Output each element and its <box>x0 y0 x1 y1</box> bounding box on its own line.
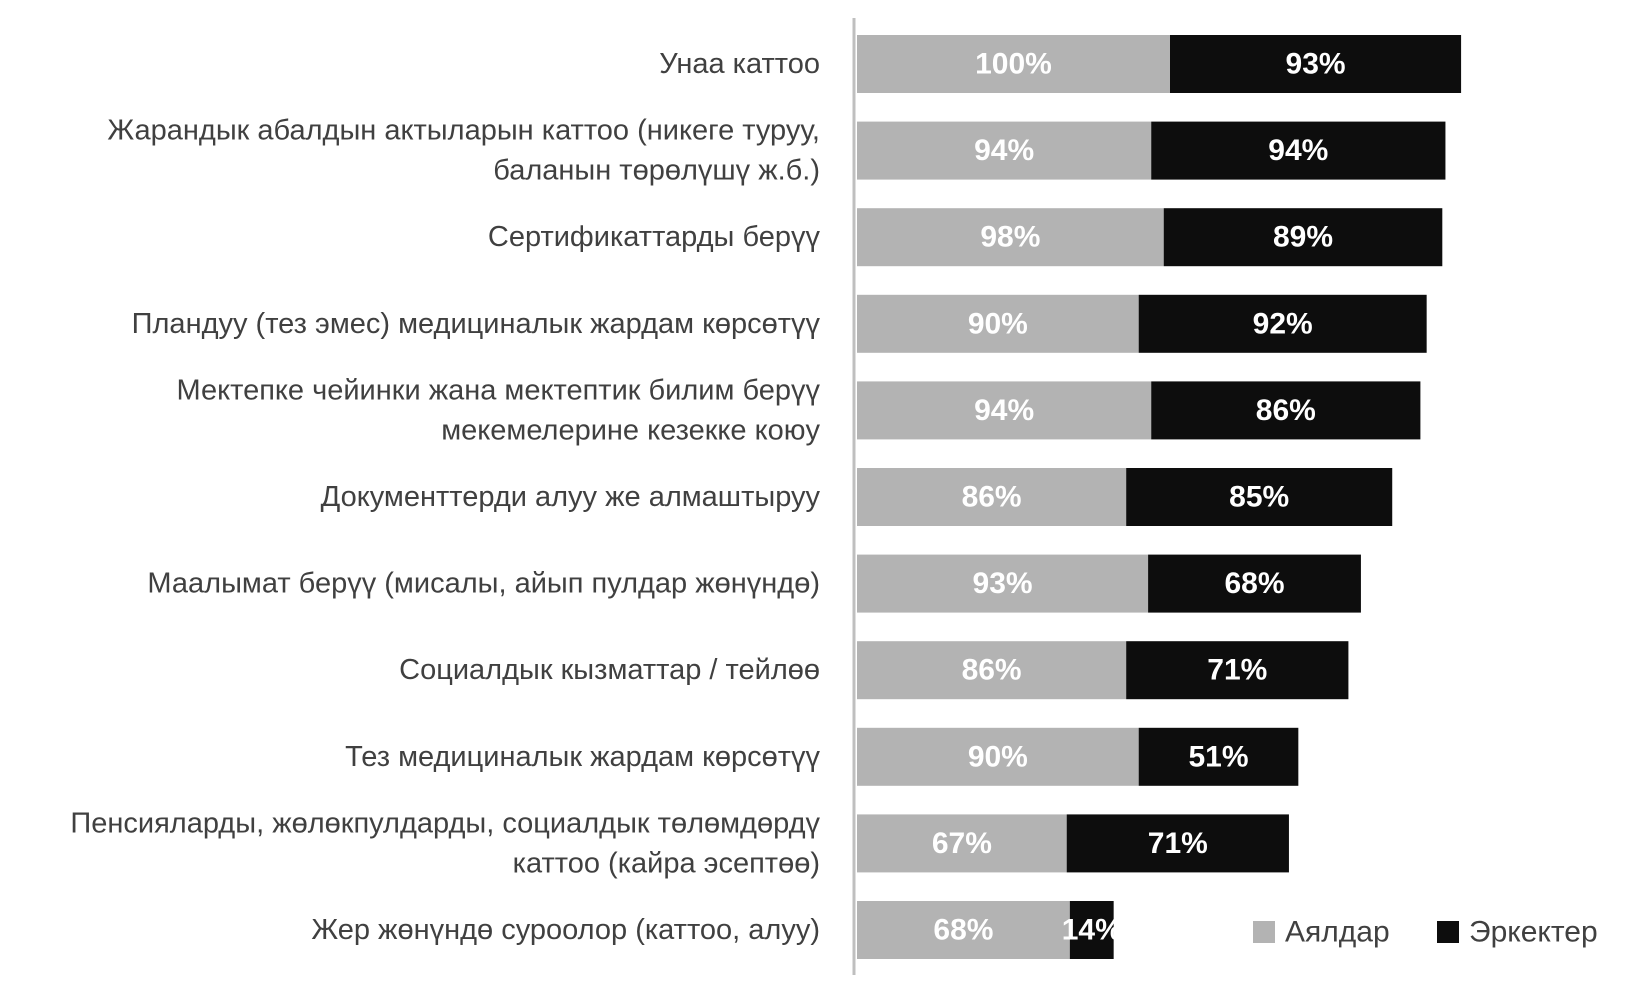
bar-men-8 <box>1138 727 1299 786</box>
bar-men-5 <box>1126 468 1393 526</box>
bar-women-10 <box>857 901 1070 959</box>
data-label-men-3: 92% <box>1253 307 1313 340</box>
category-label-8: Тез медициналык жардам көрсөтүү <box>345 741 820 773</box>
category-label-9-line-0: Пенсияларды, жөлөкпулдарды, социалдык тө… <box>70 807 820 839</box>
bar-women-4 <box>857 381 1152 440</box>
category-label-5: Документтерди алуу же алмаштыруу <box>321 481 821 513</box>
bar-men-1 <box>1151 121 1446 180</box>
data-label-women-6: 93% <box>973 567 1033 600</box>
bar-men-9 <box>1066 814 1289 873</box>
bar-women-2 <box>857 208 1164 267</box>
data-label-women-3: 90% <box>968 307 1028 340</box>
data-label-women-5: 86% <box>962 481 1022 514</box>
category-labels: Унаа каттоо Жарандык абалдын актыларын ка… <box>70 48 820 946</box>
bar-men-6 <box>1148 554 1361 613</box>
legend-label-women: Аялдар <box>1285 916 1390 949</box>
data-label-men-4: 86% <box>1256 394 1316 427</box>
legend-swatch-men <box>1437 921 1459 943</box>
legend: Аялдар Эркектер <box>1253 916 1598 949</box>
data-label-men-5: 85% <box>1229 481 1289 514</box>
bar-women-5 <box>857 468 1127 526</box>
category-label-2: Сертификаттарды берүү <box>488 221 821 253</box>
bars-layer: 100% 93% 94% 94% 98% 89% 90% 92% 94% 86% 86% 85% 93%… <box>857 35 1462 959</box>
category-label-7: Социалдык кызматтар / тейлөө <box>399 654 820 686</box>
data-label-women-9: 67% <box>932 827 992 860</box>
bar-women-3 <box>857 294 1139 353</box>
bar-men-7 <box>1126 641 1349 700</box>
category-label-3: Пландуу (тез эмес) медициналык жардам кө… <box>132 308 821 340</box>
legend-swatch-women <box>1253 921 1275 943</box>
bar-women-0 <box>857 35 1170 93</box>
category-label-4-line-0: Мектепке чейинки жана мектептик билим бе… <box>177 374 821 406</box>
data-label-women-10: 68% <box>933 914 993 947</box>
data-label-women-7: 86% <box>962 654 1022 687</box>
data-label-men-0: 93% <box>1286 48 1346 81</box>
data-label-men-8: 51% <box>1188 740 1248 773</box>
bar-women-7 <box>857 641 1127 700</box>
bar-women-8 <box>857 727 1139 786</box>
bar-women-1 <box>857 121 1152 180</box>
data-label-women-8: 90% <box>968 740 1028 773</box>
bar-women-9 <box>857 814 1067 873</box>
data-label-men-7: 71% <box>1207 654 1267 687</box>
bar-women-6 <box>857 554 1149 613</box>
data-label-women-2: 98% <box>980 221 1040 254</box>
category-label-6: Маалымат берүү (мисалы, айып пулдар жөнү… <box>147 568 820 600</box>
bar-men-3 <box>1138 294 1427 353</box>
data-label-women-0: 100% <box>975 48 1052 81</box>
category-label-0: Унаа каттоо <box>659 48 820 80</box>
data-label-men-9: 71% <box>1148 827 1208 860</box>
bar-men-2 <box>1163 208 1443 267</box>
legend-label-men: Эркектер <box>1469 916 1598 949</box>
data-label-men-1: 94% <box>1268 134 1328 167</box>
category-label-10: Жер жөнүндө суроолор (каттоо, алуу) <box>311 914 820 946</box>
category-label-4-line-1: мекемелерине кезекке коюу <box>441 414 820 446</box>
data-label-women-1: 94% <box>974 134 1034 167</box>
category-label-9-line-1: каттоо (кайра эсептөө) <box>513 847 820 879</box>
data-label-men-10: 14% <box>1062 914 1122 947</box>
bar-men-10 <box>1069 901 1114 959</box>
data-label-men-2: 89% <box>1273 221 1333 254</box>
category-label-1-line-1: баланын төрөлүшү ж.б.) <box>493 155 820 187</box>
bar-men-0 <box>1170 35 1462 93</box>
category-label-1-line-0: Жарандык абалдын актыларын каттоо (никег… <box>107 115 820 147</box>
data-label-women-4: 94% <box>974 394 1034 427</box>
bar-men-4 <box>1151 381 1421 440</box>
data-label-men-6: 68% <box>1224 567 1284 600</box>
